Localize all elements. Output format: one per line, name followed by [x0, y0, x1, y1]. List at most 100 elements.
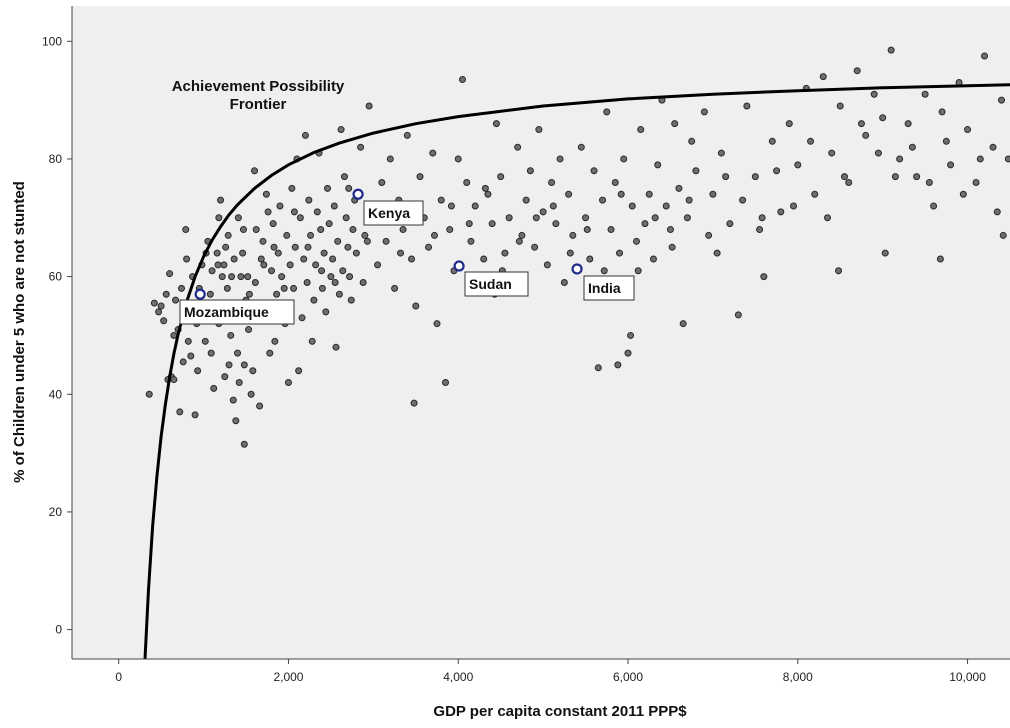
- data-point-274: [790, 202, 798, 210]
- data-point-121: [382, 237, 390, 245]
- x-tick-label-3: 6,000: [613, 670, 643, 684]
- x-axis-title: GDP per capita constant 2011 PPP$: [433, 703, 687, 720]
- data-point-179: [632, 237, 640, 245]
- data-point-290: [881, 249, 889, 257]
- data-point-107: [342, 214, 350, 222]
- highlighted-countries: Mozambique Kenya Sudan India: [179, 188, 635, 325]
- data-point-251: [397, 249, 405, 257]
- data-point-205: [794, 161, 802, 169]
- data-point-244: [290, 208, 298, 216]
- data-point-98: [327, 273, 335, 281]
- y-tick-label-3: 60: [49, 270, 63, 284]
- data-point-119: [374, 261, 382, 269]
- data-point-190: [679, 320, 687, 328]
- data-point-198: [734, 311, 742, 319]
- data-point-242: [270, 243, 278, 251]
- data-point-212: [853, 67, 861, 75]
- data-point-288: [614, 361, 622, 369]
- data-point-175: [616, 249, 624, 257]
- data-point-220: [921, 90, 929, 98]
- data-point-280: [891, 173, 899, 181]
- data-point-38: [225, 361, 233, 369]
- data-point-174: [611, 178, 619, 186]
- data-point-83: [301, 131, 309, 139]
- data-point-110: [347, 296, 355, 304]
- data-point-248: [345, 184, 353, 192]
- data-point-126: [403, 131, 411, 139]
- data-point-223: [947, 161, 955, 169]
- data-point-103: [335, 290, 343, 298]
- data-point-9: [170, 376, 178, 384]
- data-point-229: [998, 96, 1006, 104]
- data-point-284: [959, 190, 967, 198]
- y-tick-label-2: 40: [49, 387, 63, 401]
- data-point-76: [290, 284, 298, 292]
- data-point-241: [260, 261, 268, 269]
- data-point-135: [442, 379, 450, 387]
- data-point-72: [283, 231, 291, 239]
- data-point-129: [416, 173, 424, 181]
- data-point-234: [214, 261, 222, 269]
- data-point-203: [777, 208, 785, 216]
- data-point-230: [1004, 155, 1010, 163]
- data-point-154: [522, 196, 530, 204]
- data-point-218: [904, 120, 912, 128]
- data-point-268: [685, 196, 693, 204]
- data-point-75: [288, 184, 296, 192]
- highlight-point-sudan: [453, 260, 465, 272]
- data-point-254: [447, 202, 455, 210]
- data-point-281: [908, 143, 916, 151]
- highlight-point-mozambique: [194, 288, 206, 300]
- data-point-33: [217, 196, 225, 204]
- data-point-161: [552, 220, 560, 228]
- data-point-207: [811, 190, 819, 198]
- data-point-138: [454, 155, 462, 163]
- data-point-31: [213, 249, 221, 257]
- axes: [71, 6, 1010, 660]
- y-tick-label-4: 80: [49, 152, 63, 166]
- data-point-191: [683, 214, 691, 222]
- data-point-286: [993, 208, 1001, 216]
- data-point-56: [256, 402, 264, 410]
- y-axis-title: % of Children under 5 who are not stunte…: [11, 181, 28, 483]
- label-box-mozambique: [179, 299, 295, 325]
- data-point-275: [807, 137, 815, 145]
- data-point-94: [320, 249, 328, 257]
- data-point-228: [989, 143, 997, 151]
- data-point-49: [244, 273, 252, 281]
- x-tick-label-5: 10,000: [949, 670, 986, 684]
- data-point-25: [201, 337, 209, 345]
- data-point-188: [671, 120, 679, 128]
- data-point-16: [183, 255, 191, 263]
- data-point-261: [566, 249, 574, 257]
- data-point-287: [410, 399, 418, 407]
- data-point-144: [480, 255, 488, 263]
- data-point-120: [378, 178, 386, 186]
- data-point-47: [240, 440, 248, 448]
- label-india: India: [588, 280, 621, 296]
- data-point-66: [273, 290, 281, 298]
- data-point-285: [976, 155, 984, 163]
- data-point-249: [363, 237, 371, 245]
- data-point-85: [305, 196, 313, 204]
- data-point-111: [349, 226, 357, 234]
- data-point-46: [239, 249, 247, 257]
- data-point-245: [304, 243, 312, 251]
- data-point-115: [359, 278, 367, 286]
- data-point-170: [594, 364, 602, 372]
- data-point-193: [692, 167, 700, 175]
- data-point-12: [176, 408, 184, 416]
- y-tick-label-1: 20: [49, 505, 63, 519]
- data-point-97: [325, 220, 333, 228]
- data-point-155: [526, 167, 534, 175]
- data-point-235: [224, 231, 232, 239]
- data-point-181: [641, 220, 649, 228]
- data-point-152: [514, 143, 522, 151]
- data-point-176: [620, 155, 628, 163]
- data-point-278: [857, 120, 865, 128]
- data-point-150: [505, 214, 513, 222]
- data-point-295: [713, 249, 721, 257]
- data-point-259: [532, 214, 540, 222]
